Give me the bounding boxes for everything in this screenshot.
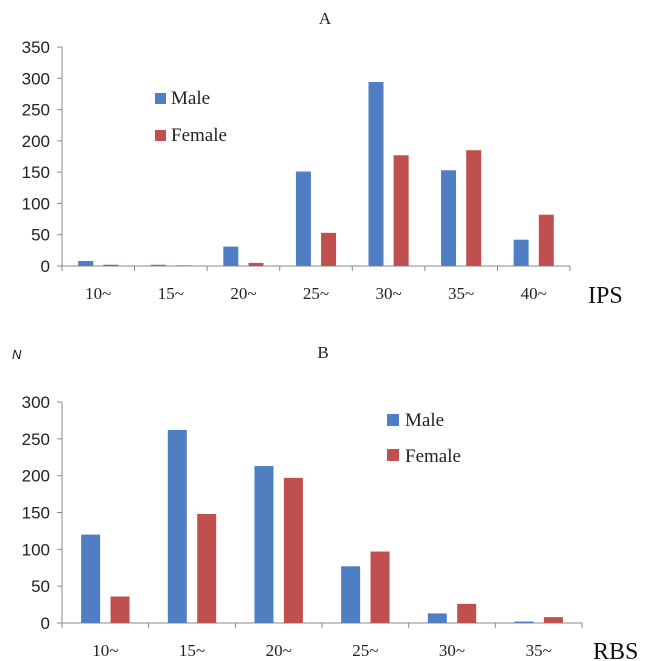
chart-a-bar-male-6 — [513, 239, 529, 266]
legend-a-label-female: Female — [171, 125, 227, 146]
chart-a-y-tick-label: 0 — [41, 257, 50, 276]
chart-b-bar-male-5 — [514, 621, 534, 623]
chart-b-bar-female-1 — [197, 513, 217, 623]
legend-b-swatch-female — [387, 449, 399, 461]
legend-a-swatch-male — [155, 93, 166, 104]
chart-b-y-tick-label: 300 — [22, 393, 50, 412]
chart-b-bar-male-4 — [427, 613, 447, 623]
chart-a-legend: Male Female — [155, 88, 227, 146]
chart-b-bar-female-4 — [457, 603, 477, 623]
chart-a-xlabel: IPS — [588, 283, 623, 309]
legend-b-swatch-male — [387, 414, 399, 426]
legend-b-label-female: Female — [405, 446, 461, 467]
chart-b-x-tick-label: 30~ — [439, 641, 465, 660]
chart-b-bar-male-1 — [167, 429, 187, 623]
chart-b-legend: Male Female — [387, 410, 461, 467]
chart-a-bar-male-0 — [78, 260, 94, 266]
chart-a-y-tick-label: 300 — [22, 69, 50, 88]
chart-a-y-tick-label: 350 — [22, 38, 50, 57]
chart-a-bar-female-6 — [538, 214, 554, 266]
chart-b-bar-male-2 — [254, 466, 274, 623]
chart-a-title: A — [319, 9, 332, 28]
chart-a-x-tick-label: 20~ — [230, 284, 256, 303]
chart-b-y-tick-label: 0 — [41, 614, 50, 633]
chart-b-bar-female-3 — [370, 551, 390, 623]
chart-a-y-tick-label: 200 — [22, 132, 50, 151]
chart-a-x-tick-label: 10~ — [85, 284, 111, 303]
chart-a-x-tick-label: 30~ — [375, 284, 401, 303]
chart-b-bar-male-0 — [81, 534, 101, 623]
chart-b-x-tick-label: 25~ — [352, 641, 378, 660]
chart-a-bar-female-4 — [393, 155, 409, 266]
chart-a-bar-female-1 — [175, 265, 191, 266]
chart-a-bar-female-2 — [248, 262, 264, 266]
legend-b-label-male: Male — [405, 410, 444, 431]
chart-panel-a: A IPS Male Female 0 50 100 150 200 250 300 350 1… — [22, 9, 623, 309]
chart-a-x-tick-label: 25~ — [303, 284, 329, 303]
chart-a-bar-male-1 — [150, 264, 166, 266]
chart-b-y-tick-label: 100 — [22, 540, 50, 559]
chart-b-xlabel: RBS — [593, 639, 638, 661]
chart-b-y-tick-label: 50 — [31, 577, 50, 596]
chart-b-x-tick-label: 35~ — [526, 641, 552, 660]
chart-b-y-tick-label: 250 — [22, 430, 50, 449]
chart-b-x-tick-label: 10~ — [92, 641, 118, 660]
chart-b-x-tick-label: 15~ — [179, 641, 205, 660]
chart-a-bar-male-5 — [441, 170, 457, 266]
chart-a-bar-female-3 — [321, 232, 337, 266]
chart-a-bar-male-4 — [368, 82, 384, 266]
chart-b-y-tick-label: 200 — [22, 467, 50, 486]
chart-b-bar-female-5 — [543, 617, 563, 623]
chart-panel-b: B N RBS Male Female 0 50 100 150 200 250 300 10… — [12, 343, 638, 661]
chart-b-x-tick-label: 20~ — [266, 641, 292, 660]
legend-a-label-male: Male — [171, 88, 210, 109]
legend-a-swatch-female — [155, 130, 166, 141]
chart-a-x-tick-label: 40~ — [521, 284, 547, 303]
chart-a-x-tick-label: 15~ — [158, 284, 184, 303]
chart-a-bar-female-5 — [466, 150, 482, 266]
chart-b-bar-male-3 — [341, 566, 361, 623]
chart-b-bar-female-2 — [283, 477, 303, 623]
chart-a-bar-male-3 — [295, 171, 311, 266]
chart-a-y-tick-label: 150 — [22, 163, 50, 182]
chart-b-title: B — [317, 343, 328, 362]
chart-a-bar-female-0 — [103, 264, 119, 266]
chart-b-ylabel: N — [12, 347, 22, 362]
chart-a-y-tick-label: 100 — [22, 194, 50, 213]
chart-a-y-tick-label: 250 — [22, 101, 50, 120]
chart-b-bar-female-0 — [110, 596, 130, 623]
chart-a-x-tick-label: 35~ — [448, 284, 474, 303]
chart-a-y-tick-label: 50 — [31, 226, 50, 245]
chart-b-y-tick-label: 150 — [22, 504, 50, 523]
chart-a-bar-male-2 — [223, 246, 239, 266]
